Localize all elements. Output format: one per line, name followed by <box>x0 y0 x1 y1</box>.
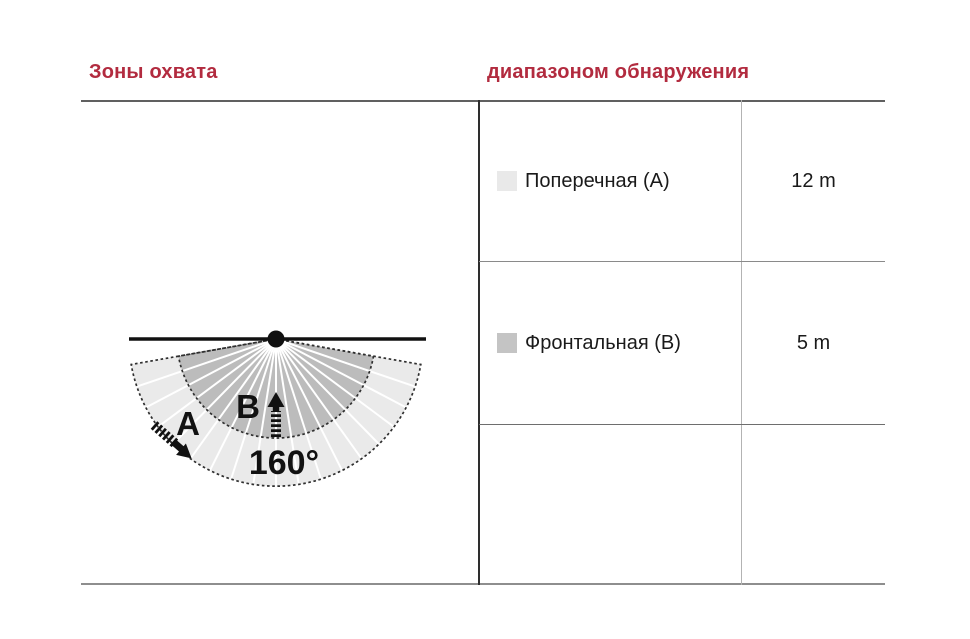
zone-b-color-swatch <box>497 333 517 353</box>
table-top-rule <box>81 100 885 102</box>
zone-a-range-value: 12 m <box>791 169 836 192</box>
table-row: Поперечная (A) 12 m <box>479 101 885 261</box>
zone-b-label-cell: Фронтальная (B) <box>479 262 742 424</box>
beam-divider-rays <box>136 338 416 486</box>
coverage-zone-diagram: A B 160° <box>129 330 426 487</box>
right-section-title: диапазоном обнаружения <box>487 61 750 83</box>
coverage-angle-label: 160° <box>249 444 319 482</box>
sensor-dot <box>267 330 285 348</box>
zone-b-range-value: 5 m <box>796 331 831 354</box>
frontal-motion-arrow <box>267 392 285 437</box>
zone-b-dashed-outline <box>177 338 375 439</box>
table-divider-vertical-left <box>478 100 480 585</box>
table-divider-vertical-right <box>741 100 742 585</box>
table-row-separator-1 <box>479 261 885 262</box>
transverse-motion-arrow <box>150 421 192 459</box>
table-bottom-rule <box>81 583 885 585</box>
table-row-separator-2 <box>479 424 885 425</box>
table-row: Фронтальная (B) 5 m <box>479 262 885 424</box>
zone-b-letter: B <box>236 388 260 425</box>
left-section-title: Зоны охвата <box>89 61 218 83</box>
zone-b-label: Фронтальная (B) <box>525 331 681 354</box>
zone-a-label: Поперечная (A) <box>525 169 670 192</box>
zone-a-label-cell: Поперечная (A) <box>479 101 742 261</box>
zone-a-color-swatch <box>497 171 517 191</box>
zone-a-letter: A <box>176 405 200 442</box>
